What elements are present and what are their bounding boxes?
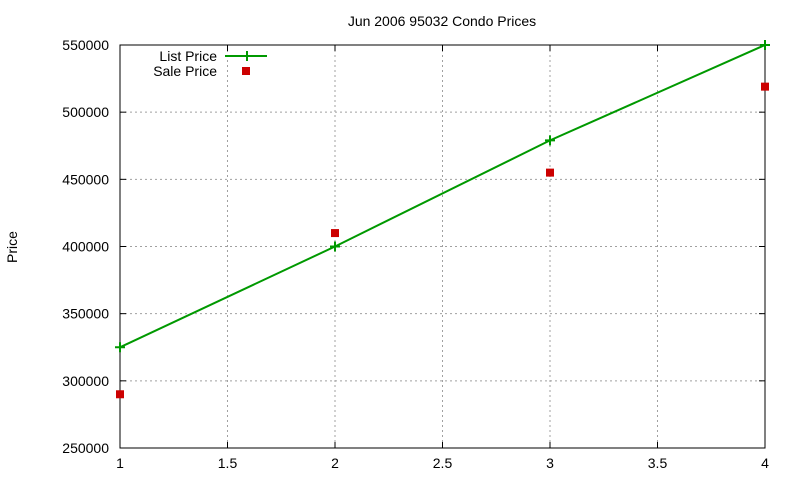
sale-price-point	[546, 168, 554, 177]
y-tick-label: 300000	[62, 373, 109, 389]
list-price-point	[330, 241, 340, 252]
series-line-list-price	[119, 44, 766, 349]
sale-price-point	[116, 390, 124, 399]
x-tick-label: 3	[546, 455, 554, 471]
x-tick-label: 4	[761, 455, 769, 471]
grid	[120, 45, 765, 448]
chart-title: Jun 2006 95032 Condo Prices	[348, 13, 536, 29]
y-tick-label: 250000	[62, 440, 109, 456]
y-tick-label: 400000	[62, 239, 109, 255]
legend-swatch-sale-price-marker	[242, 67, 250, 75]
sale-price-point	[331, 229, 339, 238]
y-tick-label: 350000	[62, 306, 109, 322]
x-tick-label: 2.5	[433, 455, 453, 471]
list-price-point	[115, 342, 125, 353]
y-tick-label: 500000	[62, 104, 109, 120]
legend: List Price Sale Price	[153, 48, 267, 79]
axis-ticks: 1 1.5 2 2.5 3 3.5 4 250000 300000 350000 400000 450…	[62, 37, 769, 471]
list-price-point	[545, 135, 555, 146]
series	[115, 40, 770, 399]
x-tick-label: 1.5	[218, 455, 238, 471]
x-tick-label: 1	[116, 455, 124, 471]
legend-label-sale-price: Sale Price	[153, 63, 217, 79]
y-tick-label: 450000	[62, 171, 109, 187]
x-tick-label: 2	[331, 455, 339, 471]
y-tick-label: 550000	[62, 37, 109, 53]
legend-label-list-price: List Price	[159, 48, 217, 64]
x-tick-label: 3.5	[648, 455, 668, 471]
legend-swatch-list-price-marker	[242, 51, 252, 61]
y-axis-label: Price	[4, 231, 20, 263]
list-price-point	[760, 40, 770, 50]
sale-price-point	[761, 82, 769, 91]
